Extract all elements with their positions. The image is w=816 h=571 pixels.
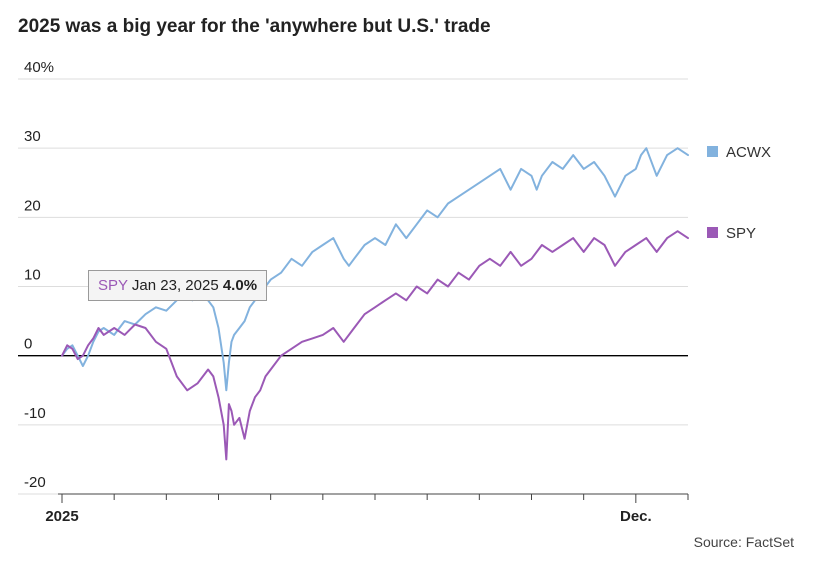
y-tick-label: 40% bbox=[24, 59, 54, 76]
legend-swatch-spy bbox=[707, 227, 718, 238]
x-axis: 2025 Dec. bbox=[45, 493, 689, 525]
y-tick-label: -10 bbox=[24, 405, 46, 422]
tooltip-series: SPY bbox=[98, 277, 128, 294]
y-tick-label: 30 bbox=[24, 128, 41, 145]
series-line-acwx bbox=[61, 147, 689, 392]
source-note: Source: FactSet bbox=[693, 534, 794, 550]
y-tick-label: 0 bbox=[24, 336, 32, 353]
y-tick-label: 10 bbox=[24, 267, 41, 284]
tooltip-value: 4.0% bbox=[222, 277, 258, 294]
legend: ACWX SPY bbox=[707, 144, 771, 242]
legend-label-acwx: ACWX bbox=[726, 144, 771, 161]
chart-title: 2025 was a big year for the 'anywhere bu… bbox=[18, 16, 491, 37]
hover-tooltip: SPY Jan 23, 2025 4.0% bbox=[88, 270, 268, 301]
series-line-spy bbox=[61, 230, 689, 461]
tooltip-date: Jan 23, 2025 bbox=[131, 277, 219, 294]
y-tick-label: 20 bbox=[24, 197, 41, 214]
legend-label-spy: SPY bbox=[726, 225, 756, 242]
x-tick-label: Dec. bbox=[620, 508, 652, 525]
series-lines bbox=[61, 147, 689, 461]
y-axis-labels: -20 -10 0 10 20 30 40% bbox=[24, 59, 54, 491]
y-tick-label: -20 bbox=[24, 474, 46, 491]
legend-swatch-acwx bbox=[707, 146, 718, 157]
x-tick-label: 2025 bbox=[45, 508, 78, 525]
